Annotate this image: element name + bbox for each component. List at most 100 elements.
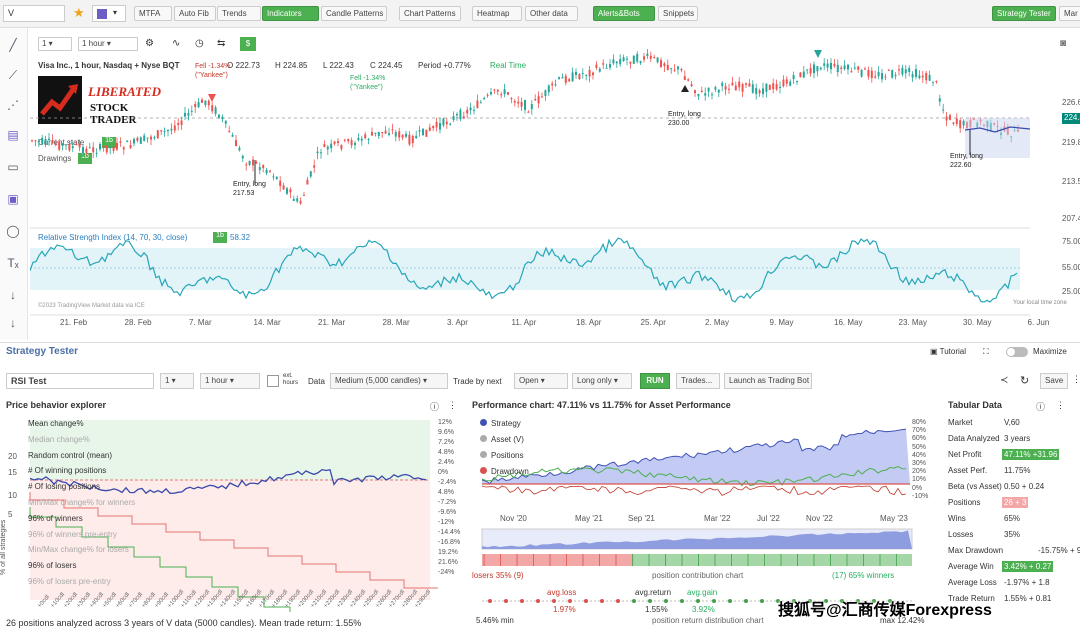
toolbar-button-indicators[interactable]: Indicators xyxy=(262,6,319,21)
current-state-toggle[interactable]: 1b xyxy=(102,137,116,148)
perf-legend-item[interactable]: Drawdown xyxy=(480,467,529,476)
perf-legend-item[interactable]: Asset (V) xyxy=(480,435,524,444)
toolbar-button-alerts-bots[interactable]: Alerts&Bots xyxy=(593,6,655,21)
legend-item[interactable]: # Of winning positions xyxy=(28,466,107,476)
help-icon[interactable]: ⓘ xyxy=(1036,402,1046,412)
share-icon[interactable]: ≺ xyxy=(1000,375,1009,386)
winners-step-line xyxy=(29,507,291,612)
trades-button[interactable]: Trades... xyxy=(676,373,720,389)
refresh-icon[interactable]: ↻ xyxy=(1020,375,1030,387)
ext-hours-checkbox[interactable] xyxy=(267,375,279,387)
pitchfork-icon[interactable]: ⋰ xyxy=(7,98,19,112)
perf-y-label: 10% xyxy=(912,476,927,484)
run-button[interactable]: RUN xyxy=(640,373,670,389)
ext-hours-label: ext. hours xyxy=(283,373,299,386)
legend-item[interactable]: # Of losing positions xyxy=(28,482,101,492)
candle-body xyxy=(792,75,795,80)
settings-icon[interactable]: ⚙ xyxy=(145,38,154,49)
legend-item[interactable]: 96% of winners pre-entry xyxy=(28,529,117,539)
candle-body xyxy=(830,62,832,70)
rectangle-icon[interactable]: ▭ xyxy=(7,160,19,174)
perf-legend-item[interactable]: Strategy xyxy=(480,419,521,428)
interval-select[interactable]: 1 hour ▾ xyxy=(200,373,260,389)
legend-item[interactable]: 96% of losers pre-entry xyxy=(28,577,111,586)
rsi-badge[interactable]: 1b xyxy=(213,232,227,243)
price-chart[interactable]: 1 ▾ 1 hour ▾ ⚙ ∿ ◷ ⇆ $ ◙ Visa Inc., 1 ho… xyxy=(30,30,1080,342)
legend-item[interactable]: Mean change% xyxy=(28,419,84,428)
interval-select[interactable]: 1 hour ▾ xyxy=(78,37,138,51)
candle-body xyxy=(126,140,129,143)
save-button[interactable]: Save xyxy=(1040,373,1068,389)
camera-icon[interactable]: ◙ xyxy=(1060,38,1067,49)
toolbar-button-mar[interactable]: Mar xyxy=(1059,6,1080,21)
candle-body xyxy=(435,121,438,128)
indicator-badge[interactable]: $ xyxy=(240,37,256,51)
toolbar-button-heatmap[interactable]: Heatmap xyxy=(472,6,522,21)
more-icon[interactable]: ⋮ xyxy=(1072,374,1080,384)
distribution-dot xyxy=(792,599,796,603)
launch-bot-button[interactable]: Launch as Trading Bot xyxy=(724,373,812,389)
toolbar-button-mtfa[interactable]: MTFA xyxy=(134,6,172,21)
toolbar-button-other-data[interactable]: Other data xyxy=(525,6,578,21)
toolbar-button-candle-patterns[interactable]: Candle Patterns xyxy=(321,6,387,21)
toolbar-button-trends[interactable]: Trends xyxy=(217,6,261,21)
candle-body xyxy=(309,171,312,177)
data-select[interactable]: Medium (5,000 candles) ▾ xyxy=(330,373,448,389)
toolbar-button-strategy-tester[interactable]: Strategy Tester xyxy=(992,6,1056,21)
legend-item[interactable]: Min/Max change% for winners xyxy=(28,498,136,507)
arrow-icon[interactable]: ↓ xyxy=(10,288,16,302)
tabular-key: Trade Return xyxy=(948,594,995,603)
distribution-dot xyxy=(664,599,668,603)
candle-body xyxy=(231,134,234,137)
help-icon[interactable]: ⓘ xyxy=(430,402,440,412)
star-icon[interactable]: ★ xyxy=(73,5,85,20)
candle-body xyxy=(738,81,741,88)
candle-body xyxy=(615,61,618,64)
drawings-toggle[interactable]: 1b xyxy=(78,153,92,164)
measure-icon[interactable]: ◯ xyxy=(6,224,20,238)
expand-icon[interactable]: ⛶ xyxy=(983,347,989,356)
clock-icon[interactable]: ◷ xyxy=(195,38,204,49)
candle-body xyxy=(850,71,853,73)
y-axis-right-label: 19.2% xyxy=(438,549,458,556)
strategy-name-input[interactable]: RSI Test xyxy=(6,373,154,389)
trade-by-select[interactable]: Open ▾ xyxy=(514,373,568,389)
candle-body xyxy=(401,134,404,138)
fib-icon[interactable]: ▤ xyxy=(7,128,19,142)
y-axis-left-label: 15 xyxy=(8,468,17,477)
legend-item[interactable]: 96% of winners xyxy=(28,513,83,523)
legend-item[interactable]: Min/Max change% for losers xyxy=(28,545,129,555)
interval-count-select[interactable]: 1 ▾ xyxy=(38,37,72,51)
more-icon[interactable]: ⋮ xyxy=(1056,400,1065,410)
trend-line-icon[interactable]: ╱ xyxy=(9,38,17,52)
indicator-icon[interactable]: ∿ xyxy=(172,38,181,49)
legend-item[interactable]: Random control (mean) xyxy=(28,450,113,460)
color-picker[interactable]: ▾ xyxy=(92,5,126,22)
candle-body xyxy=(887,69,890,71)
more-icon[interactable]: ↓ xyxy=(10,316,16,330)
symbol-input[interactable]: V xyxy=(3,5,65,22)
distribution-dot xyxy=(648,599,652,603)
brush-icon[interactable]: ▣ xyxy=(7,192,19,206)
more-icon[interactable]: ⋮ xyxy=(448,400,457,410)
ray-icon[interactable]: ⟋ xyxy=(8,68,18,82)
legend-item[interactable]: Median change% xyxy=(28,434,90,444)
tutorial-link[interactable]: ▣ Tutorial xyxy=(930,347,967,356)
candle-body xyxy=(143,135,146,141)
candle-body xyxy=(133,139,135,144)
y-axis-right-label: 4.8% xyxy=(438,449,454,456)
text-icon[interactable]: Tₓ xyxy=(7,256,19,270)
legend-item[interactable]: 96% of losers xyxy=(28,561,77,571)
compare-icon[interactable]: ⇆ xyxy=(217,38,226,49)
toolbar-button-chart-patterns[interactable]: Chart Patterns xyxy=(399,6,461,21)
candle-body xyxy=(649,55,652,59)
interval-count-select[interactable]: 1 ▾ xyxy=(160,373,194,389)
candle-body xyxy=(65,144,67,146)
perf-legend-item[interactable]: Positions xyxy=(480,451,523,460)
toolbar-button-snippets[interactable]: Snippets xyxy=(658,6,698,21)
maximize-toggle[interactable] xyxy=(1006,347,1028,357)
direction-select[interactable]: Long only ▾ xyxy=(572,373,632,389)
toolbar-button-auto-fib[interactable]: Auto Fib xyxy=(174,6,216,21)
candle-body xyxy=(282,185,285,190)
distribution-dot xyxy=(552,599,556,603)
